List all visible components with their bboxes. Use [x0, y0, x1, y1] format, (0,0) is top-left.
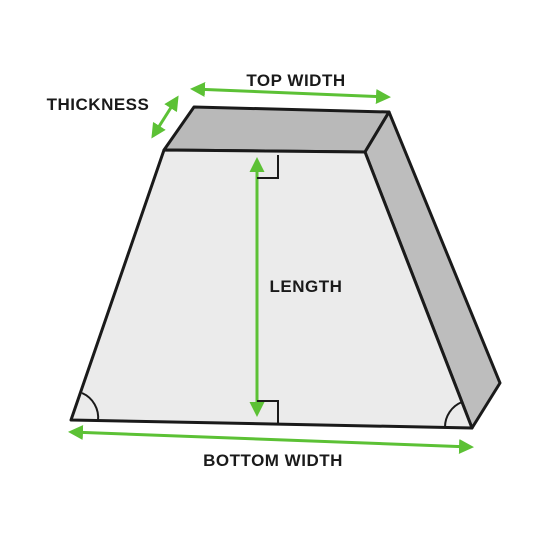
bottom-left-angle-arc	[81, 392, 100, 422]
bottom-right-angle-marker	[257, 400, 279, 424]
thickness-label: THICKNESS	[47, 95, 150, 114]
top-right-angle-marker	[257, 155, 279, 179]
bottom-width-label: BOTTOM WIDTH	[203, 451, 343, 470]
top-width-label: TOP WIDTH	[246, 71, 345, 90]
top-face	[162, 105, 391, 154]
bottom-width-arrow	[68, 424, 474, 455]
length-dimension	[249, 155, 279, 424]
thickness-arrow	[151, 95, 179, 139]
length-label: LENGTH	[270, 277, 343, 296]
trapezoid-solid	[69, 105, 502, 430]
top-width-arrow	[190, 81, 391, 105]
bottom-right-angle-arc	[444, 401, 463, 428]
